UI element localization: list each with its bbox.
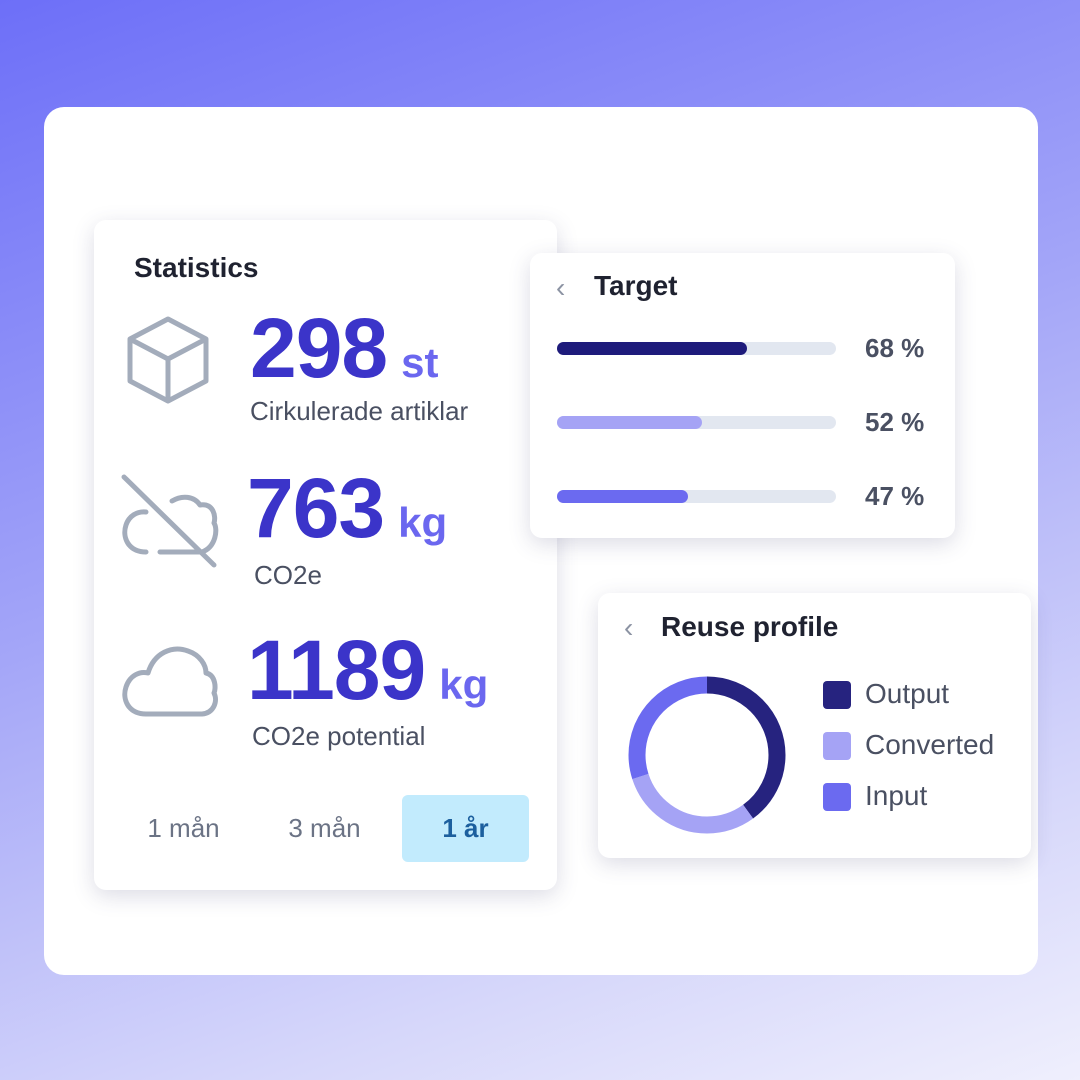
stat-label: CO2e potential bbox=[252, 721, 426, 751]
cube-icon bbox=[127, 316, 209, 404]
legend-label: Output bbox=[865, 678, 950, 709]
donut-segment bbox=[628, 676, 786, 834]
stat-value: 298 bbox=[250, 301, 388, 395]
bar-track bbox=[557, 490, 836, 503]
reuse-title: Reuse profile bbox=[661, 611, 839, 642]
bar-value-label: 68 % bbox=[865, 333, 925, 363]
bar bbox=[557, 490, 689, 503]
donut-chart bbox=[628, 676, 786, 834]
legend-swatch bbox=[823, 732, 851, 760]
stat-value-row: 763 kg bbox=[247, 460, 447, 557]
stat-unit: kg bbox=[439, 661, 489, 708]
period-tab[interactable]: 1 mån bbox=[147, 813, 220, 843]
back-chevron[interactable]: ‹ bbox=[556, 272, 566, 303]
statistics-card bbox=[94, 220, 557, 890]
stat-label: Cirkulerade artiklar bbox=[250, 396, 469, 426]
legend-label: Converted bbox=[865, 729, 995, 760]
icons bbox=[121, 316, 219, 717]
back-chevron[interactable]: ‹ bbox=[624, 612, 634, 643]
stat-unit: kg bbox=[398, 499, 448, 546]
bar bbox=[557, 416, 703, 429]
legend-swatch bbox=[823, 783, 851, 811]
stat-value: 1189 bbox=[247, 623, 426, 717]
target-title: Target bbox=[594, 270, 678, 301]
bar-value-label: 52 % bbox=[865, 407, 925, 437]
bar-track bbox=[557, 342, 836, 355]
stat-value-row: 1189 kg bbox=[247, 622, 488, 719]
period-tab[interactable]: 3 mån bbox=[288, 813, 361, 843]
no-cloud-icon bbox=[121, 474, 219, 568]
stat-label: CO2e bbox=[254, 560, 322, 590]
bar bbox=[557, 342, 747, 355]
legend-label: Input bbox=[865, 780, 928, 811]
bar-track bbox=[557, 416, 836, 429]
period-tab[interactable]: 1 år bbox=[402, 795, 529, 862]
donut-segment bbox=[628, 676, 786, 834]
stat-unit: st bbox=[401, 339, 439, 386]
legend-swatch bbox=[823, 681, 851, 709]
statistics-title: Statistics bbox=[134, 252, 259, 283]
cloud-icon bbox=[122, 646, 218, 717]
stat-value-row: 298 st bbox=[250, 300, 439, 397]
stat-value: 763 bbox=[247, 461, 385, 555]
bar-value-label: 47 % bbox=[865, 481, 925, 511]
